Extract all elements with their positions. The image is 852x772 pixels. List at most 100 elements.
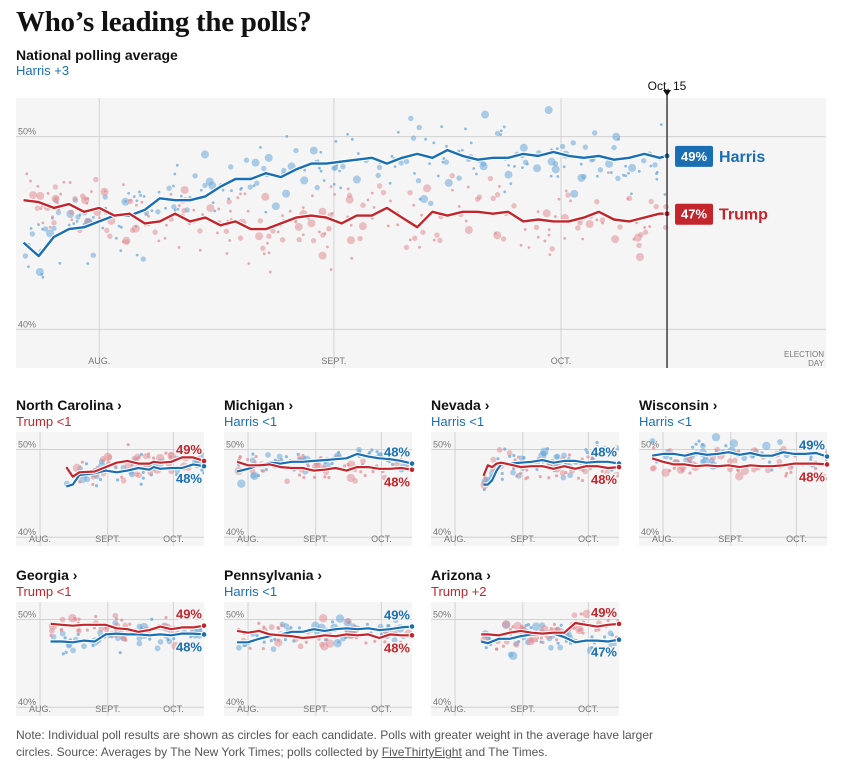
poll-dot xyxy=(86,196,90,200)
poll-dot xyxy=(229,209,232,213)
poll-dot xyxy=(300,176,309,185)
poll-dot xyxy=(352,175,361,184)
source-link[interactable]: FiveThirtyEight xyxy=(381,745,462,759)
poll-dot xyxy=(29,179,32,183)
poll-dot xyxy=(700,443,705,447)
poll-dot xyxy=(49,633,53,637)
poll-dot xyxy=(501,644,506,648)
poll-dot xyxy=(551,165,560,174)
poll-dot xyxy=(441,160,445,164)
poll-dot xyxy=(237,479,246,488)
poll-dot xyxy=(346,132,350,136)
harris-average-line xyxy=(66,463,205,488)
state-name[interactable]: Pennsylvania › xyxy=(224,567,323,583)
state-chart-georgia[interactable]: Georgia › Trump <1 50% 40% AUG. SEPT. OCT. 48% 4… xyxy=(16,567,208,716)
y-tick-label: 40% xyxy=(433,527,451,537)
poll-dot xyxy=(84,462,89,466)
poll-dot xyxy=(239,192,242,196)
state-name[interactable]: Arizona › xyxy=(431,567,491,583)
poll-dot xyxy=(372,206,376,209)
poll-dot xyxy=(635,221,638,225)
poll-dot xyxy=(345,195,354,204)
state-name[interactable]: Michigan › xyxy=(224,397,294,413)
poll-dot xyxy=(36,191,45,200)
poll-dot xyxy=(555,474,559,478)
page-title: Who’s leading the polls? xyxy=(16,6,312,38)
poll-dot xyxy=(301,453,305,458)
poll-dot xyxy=(64,650,68,654)
state-chart-arizona[interactable]: Arizona › Trump +2 50% 40% AUG. SEPT. OCT. 47% 4… xyxy=(431,567,623,716)
poll-dot xyxy=(556,175,560,178)
poll-dot xyxy=(157,190,161,194)
poll-dot xyxy=(513,641,520,648)
poll-dot xyxy=(519,243,523,247)
x-tick-label: AUG. xyxy=(29,704,51,714)
poll-dot xyxy=(366,198,370,202)
state-name[interactable]: Nevada › xyxy=(431,397,490,413)
poll-dot xyxy=(476,194,483,200)
x-tick-label: OCT. xyxy=(786,534,807,544)
poll-dot xyxy=(276,453,283,460)
trump-value-label: 48% xyxy=(591,472,617,487)
poll-dot xyxy=(330,620,335,624)
poll-dot xyxy=(51,220,57,226)
poll-dot xyxy=(557,644,564,651)
poll-dot xyxy=(577,173,586,182)
poll-dot xyxy=(84,218,90,224)
poll-dot xyxy=(166,637,170,642)
state-chart-michigan[interactable]: Michigan › Harris <1 50% 40% AUG. SEPT. OCT. 48… xyxy=(224,397,416,546)
poll-dot xyxy=(370,448,374,452)
poll-dot xyxy=(652,446,656,450)
poll-dot xyxy=(512,453,516,458)
poll-dot xyxy=(346,473,356,483)
trump-end-point xyxy=(823,461,831,468)
poll-dot xyxy=(90,190,93,193)
poll-dot xyxy=(136,623,143,630)
poll-dot xyxy=(139,482,143,486)
poll-dot xyxy=(403,244,410,251)
poll-dot xyxy=(509,182,513,186)
poll-dot xyxy=(262,640,266,644)
poll-dot xyxy=(363,473,367,478)
state-chart-wisconsin[interactable]: Wisconsin › Harris <1 50% 40% AUG. SEPT. OCT. 4… xyxy=(639,397,831,546)
state-name[interactable]: Wisconsin › xyxy=(639,397,718,413)
x-tick-label: AUG. xyxy=(88,356,110,366)
poll-dot xyxy=(136,640,143,647)
poll-dot xyxy=(511,203,517,209)
poll-dot xyxy=(75,627,82,634)
poll-dot xyxy=(370,191,374,195)
poll-dot xyxy=(318,614,328,623)
state-chart-nevada[interactable]: Nevada › Harris <1 50% 40% AUG. SEPT. OCT. 48% 4… xyxy=(431,397,623,546)
poll-dot xyxy=(751,466,757,473)
poll-dot xyxy=(500,477,504,481)
poll-dot xyxy=(53,196,59,202)
poll-dot xyxy=(359,470,363,474)
harris-end-point xyxy=(200,631,208,638)
poll-dot xyxy=(824,477,827,481)
poll-dot xyxy=(29,191,38,200)
poll-dot xyxy=(198,452,202,456)
state-chart-north-carolina[interactable]: North Carolina › Trump <1 50% 40% AUG. SEPT. O… xyxy=(16,397,208,546)
poll-dot xyxy=(532,622,541,631)
poll-dot xyxy=(813,466,818,471)
poll-dot xyxy=(172,636,176,641)
poll-dot xyxy=(648,198,654,205)
poll-dot xyxy=(94,484,99,488)
poll-dot xyxy=(310,237,317,244)
poll-dot xyxy=(784,474,788,478)
poll-dot xyxy=(390,154,394,158)
poll-dot xyxy=(580,478,585,483)
poll-dot xyxy=(513,164,516,168)
poll-dot xyxy=(83,197,87,201)
poll-dot xyxy=(762,441,771,451)
poll-dot xyxy=(302,475,306,480)
poll-dot xyxy=(392,617,399,624)
poll-dot xyxy=(420,229,426,235)
poll-dot xyxy=(124,239,130,245)
poll-dot xyxy=(164,615,168,620)
state-chart-pennsylvania[interactable]: Pennsylvania › Harris <1 50% 40% AUG. SEPT. OC… xyxy=(224,567,416,716)
poll-dot xyxy=(533,224,540,231)
state-name[interactable]: Georgia › xyxy=(16,567,78,583)
state-name[interactable]: North Carolina › xyxy=(16,397,122,413)
poll-dot xyxy=(318,166,321,170)
